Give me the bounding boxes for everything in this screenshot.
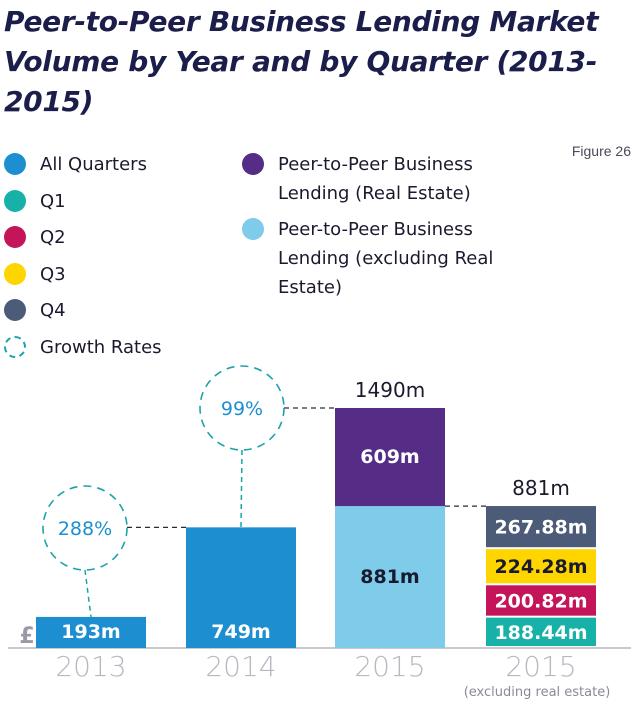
legend-swatch: [4, 189, 26, 212]
legend-swatch: [4, 299, 26, 322]
legend-label: All Quarters: [40, 154, 147, 175]
chart-title: Peer-to-Peer Business Lending Market Vol…: [4, 5, 599, 118]
legend-item: Peer-to-Peer Business Lending (excluding…: [242, 215, 512, 302]
legend-label: Q3: [40, 263, 66, 285]
legend-swatch: [242, 218, 264, 240]
growth-rate-circle: [199, 365, 285, 451]
growth-rate-label: 99%: [221, 398, 263, 420]
bar-segment: [486, 549, 596, 584]
legend-item: Peer-to-Peer Business Lending (Real Esta…: [242, 150, 512, 208]
bar-segment: [186, 527, 296, 648]
bar-segment: [335, 408, 445, 507]
legend-label: Growth Rates: [40, 337, 162, 358]
bar-total-label: 1490m: [355, 378, 425, 402]
legend-swatch: [4, 153, 26, 175]
bar-segment: [486, 585, 596, 616]
legend-item: Growth Rates: [4, 333, 224, 362]
legend-label: Q1: [40, 190, 66, 212]
growth-connector: [84, 569, 92, 618]
legend-swatch: [4, 226, 26, 249]
legend-item: Q1: [4, 187, 224, 216]
bar-value-label: 267.88m: [494, 517, 587, 539]
legend-swatch: [242, 153, 264, 175]
growth-rate-circle: [42, 485, 128, 571]
growth-rate-swatch: [4, 336, 26, 358]
x-tick-label: 2015: [354, 650, 425, 683]
bar-segment: [335, 506, 445, 648]
bar-value-label: 188.44m: [494, 622, 587, 644]
bar-value-label: 224.28m: [494, 556, 587, 578]
figure-label: Figure 26: [571, 143, 631, 159]
bar-value-label: 609m: [360, 446, 419, 468]
bar-segment: [36, 616, 146, 648]
legend-item: All Quarters: [4, 150, 224, 179]
legend-label: Q2: [40, 227, 66, 249]
x-tick-sublabel: (excluding real estate): [464, 685, 611, 700]
growth-rate-label: 288%: [58, 518, 112, 540]
x-tick-label: 2015: [505, 650, 576, 683]
currency-symbol: £: [19, 624, 34, 649]
bar-total-label: 881m: [512, 476, 570, 500]
bar-segment: [486, 506, 596, 548]
x-tick-label: 2014: [205, 650, 276, 683]
growth-connector: [240, 449, 243, 528]
bar-value-label: 193m: [61, 621, 120, 643]
bar-value-label: 881m: [360, 566, 419, 588]
legend-swatch: [4, 262, 26, 285]
bar-segment: [486, 617, 596, 646]
legend-label: Peer-to-Peer Business Lending (excluding…: [278, 219, 494, 298]
legend-label: Q4: [40, 300, 66, 322]
legend-item: Q3: [4, 260, 224, 289]
legend-label: Peer-to-Peer Business Lending (Real Esta…: [278, 154, 473, 204]
x-tick-label: 2013: [55, 650, 126, 683]
bar-value-label: 749m: [211, 621, 270, 643]
legend-item: Q4: [4, 296, 224, 325]
legend-item: Q2: [4, 223, 224, 252]
bar-value-label: 200.82m: [494, 590, 587, 612]
